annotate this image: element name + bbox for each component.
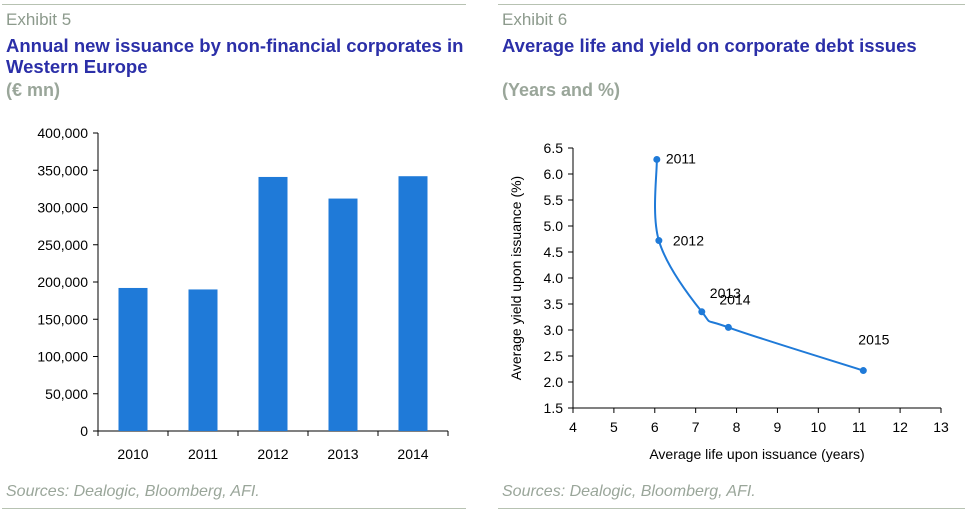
x-tick-label: 5 bbox=[610, 419, 618, 435]
point-label: 2015 bbox=[858, 332, 889, 348]
y-tick-label: 2.5 bbox=[544, 348, 564, 364]
y-tick-label: 0 bbox=[80, 423, 88, 439]
exhibit-6-panel: Exhibit 6 Average life and yield on corp… bbox=[496, 0, 969, 514]
x-tick-label: 2013 bbox=[327, 446, 358, 462]
bar bbox=[118, 287, 148, 431]
point-label: 2012 bbox=[673, 233, 704, 249]
y-tick-label: 350,000 bbox=[37, 162, 88, 178]
x-tick-label: 7 bbox=[692, 419, 700, 435]
data-point bbox=[655, 237, 663, 245]
x-tick-label: 13 bbox=[933, 419, 949, 435]
y-tick-label: 150,000 bbox=[37, 311, 88, 327]
data-point bbox=[698, 308, 706, 316]
y-tick-label: 5.5 bbox=[544, 192, 564, 208]
y-tick-label: 5.0 bbox=[544, 218, 564, 234]
y-tick-label: 6.5 bbox=[544, 140, 564, 156]
y-tick-label: 3.0 bbox=[544, 322, 564, 338]
exhibit-label: Exhibit 6 bbox=[502, 10, 568, 29]
y-tick-label: 4.5 bbox=[544, 244, 564, 260]
y-axis-title: Average yield upon issuance (%) bbox=[508, 176, 524, 380]
source-note: Sources: Dealogic, Bloomberg, AFI. bbox=[502, 483, 756, 500]
bar bbox=[398, 176, 428, 431]
x-tick-label: 2012 bbox=[257, 446, 288, 462]
bar bbox=[258, 176, 288, 431]
x-tick-label: 11 bbox=[852, 419, 867, 435]
y-tick-label: 6.0 bbox=[544, 166, 564, 182]
x-tick-label: 2014 bbox=[397, 446, 428, 462]
data-point bbox=[653, 155, 661, 163]
exhibit-5-panel: Exhibit 5 Annual new issuance by non-fin… bbox=[0, 0, 470, 514]
y-tick-label: 2.0 bbox=[544, 374, 564, 390]
y-tick-label: 50,000 bbox=[45, 386, 88, 402]
x-tick-label: 12 bbox=[892, 419, 908, 435]
bottom-rule bbox=[498, 508, 965, 509]
chart-unit: (Years and %) bbox=[502, 80, 621, 100]
y-tick-label: 100,000 bbox=[37, 349, 88, 365]
y-tick-label: 400,000 bbox=[37, 125, 88, 141]
bar bbox=[328, 198, 358, 431]
bar bbox=[188, 289, 218, 431]
x-tick-label: 9 bbox=[774, 419, 782, 435]
x-tick-label: 4 bbox=[569, 419, 577, 435]
data-point bbox=[724, 323, 732, 331]
top-rule bbox=[2, 4, 466, 5]
exhibit-label: Exhibit 5 bbox=[6, 10, 72, 29]
x-tick-label: 6 bbox=[651, 419, 659, 435]
point-label: 2011 bbox=[666, 150, 696, 166]
y-tick-label: 250,000 bbox=[37, 237, 88, 253]
point-label: 2014 bbox=[719, 291, 750, 307]
chart-unit: (€ mn) bbox=[6, 80, 60, 100]
bar-chart: 0 50,000 100,000 150,000 200,000 250,000 300,0… bbox=[37, 125, 449, 462]
x-tick-label: 8 bbox=[733, 419, 741, 435]
line-chart: 1.5 2.0 2.5 3.0 3.5 4.0 4.5 5.0 5.5 6.0 6.5 4 5 6 7 8 9 1… bbox=[508, 140, 949, 462]
point-label: 2013 bbox=[710, 285, 741, 301]
y-tick-label: 4.0 bbox=[544, 270, 564, 286]
y-tick-label: 300,000 bbox=[37, 200, 88, 216]
x-axis-title: Average life upon issuance (years) bbox=[649, 446, 864, 462]
chart-title: Average life and yield on corporate debt… bbox=[502, 35, 917, 56]
x-tick-label: 10 bbox=[811, 419, 827, 435]
bottom-rule bbox=[2, 508, 466, 509]
data-point bbox=[859, 367, 867, 375]
chart-title: Annual new issuance by non-financial cor… bbox=[6, 35, 464, 77]
top-rule bbox=[498, 4, 965, 5]
series-line bbox=[654, 159, 864, 372]
source-note: Sources: Dealogic, Bloomberg, AFI. bbox=[6, 483, 260, 500]
x-tick-label: 2011 bbox=[188, 446, 218, 462]
y-tick-label: 1.5 bbox=[544, 400, 564, 416]
y-tick-label: 200,000 bbox=[37, 274, 88, 290]
y-tick-label: 3.5 bbox=[544, 296, 564, 312]
x-tick-label: 2010 bbox=[117, 446, 148, 462]
